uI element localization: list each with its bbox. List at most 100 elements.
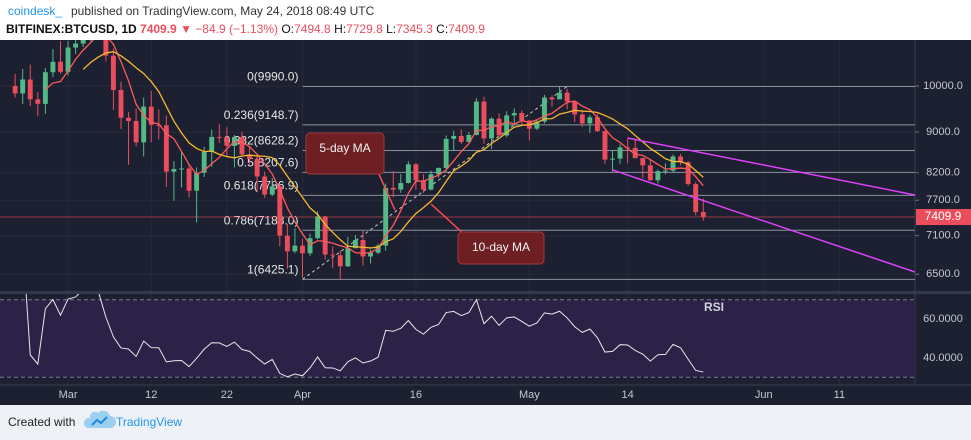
y-tick-label: 6500.0 xyxy=(926,268,960,280)
fib-label: 0(9990.0) xyxy=(247,70,298,84)
candle-body xyxy=(511,113,517,116)
moving-average xyxy=(82,51,704,249)
candle-body xyxy=(50,61,56,73)
x-tick-label: 16 xyxy=(410,389,422,401)
candle-body xyxy=(12,86,18,94)
candle-body xyxy=(20,79,26,94)
axes: Mar 12 22 Apr 16 May 14 Jun 11 10000.0 9000.0 8200.… xyxy=(59,80,971,401)
rsi-line xyxy=(25,294,704,378)
candle-body xyxy=(572,101,578,115)
ohlc-value: 7409.9 xyxy=(448,22,485,36)
candle-body xyxy=(262,176,268,195)
candle-body xyxy=(156,124,162,126)
candle-body xyxy=(647,165,653,181)
ohlc-key: L: xyxy=(386,22,396,36)
author[interactable]: coindesk_ xyxy=(8,4,62,18)
candle-body xyxy=(504,115,510,136)
x-tick-label: 11 xyxy=(834,389,845,401)
candle-body xyxy=(239,136,245,155)
price-pane: 0(9990.0)0.236(9148.7)0.382(8628.2)0.5(8… xyxy=(0,40,915,280)
candle-body xyxy=(405,164,411,183)
trendline xyxy=(612,169,915,273)
candle-body xyxy=(436,167,442,175)
candle-body xyxy=(594,117,600,132)
x-tick-label: 12 xyxy=(145,389,157,401)
ohlc-value: 7345.3 xyxy=(396,22,433,36)
candle-body xyxy=(662,170,668,172)
rsi-pane xyxy=(0,294,915,378)
annotation-arrow xyxy=(430,203,467,237)
candle-body xyxy=(564,92,570,102)
moving-average xyxy=(44,40,704,254)
candle-body xyxy=(368,252,373,257)
rsi-tick-label: 40.0000 xyxy=(923,352,963,364)
y-tick-label: 8200.0 xyxy=(926,167,960,179)
candle-body xyxy=(330,254,336,256)
candle-body xyxy=(655,171,661,181)
ohlc-key: C: xyxy=(436,22,448,36)
candle-body xyxy=(284,235,290,252)
tradingview-logo[interactable] xyxy=(83,410,116,428)
ohlc-key: H: xyxy=(334,22,346,36)
candle-body xyxy=(307,238,313,254)
candle-body xyxy=(186,168,192,191)
rsi-band-fill xyxy=(0,299,915,378)
candle-body xyxy=(413,164,419,181)
footer-brand[interactable]: TradingView xyxy=(116,415,182,429)
candle-body xyxy=(360,240,366,257)
y-tick-label: 7700.0 xyxy=(926,194,960,206)
last-price-tag xyxy=(916,209,971,226)
annotation-5-day: 5-day MA xyxy=(305,132,396,211)
candle-body xyxy=(496,118,502,136)
x-tick-label: Mar xyxy=(59,389,78,401)
candle-body xyxy=(315,216,321,239)
candle-body xyxy=(458,135,464,142)
candle-body xyxy=(352,240,358,249)
candle-body xyxy=(201,151,207,173)
candle-body xyxy=(617,147,623,159)
candle-body xyxy=(428,174,434,190)
candle-body xyxy=(519,113,525,121)
candle-body xyxy=(126,117,132,122)
candle-body xyxy=(383,187,389,246)
candle-body xyxy=(610,158,615,160)
candle-body xyxy=(557,92,563,100)
candle-body xyxy=(73,43,79,48)
candle-body xyxy=(110,55,116,90)
candle-body xyxy=(171,169,177,172)
candle-body xyxy=(625,147,631,149)
last-price: 7409.9 xyxy=(140,22,177,36)
candle-body xyxy=(337,255,343,267)
candle-body xyxy=(277,186,283,236)
y-tick-label: 7100.0 xyxy=(926,230,960,242)
price-change: ▼ −84.9 (−1.13%) xyxy=(180,22,278,36)
candle-body xyxy=(58,61,63,72)
logo-line xyxy=(91,416,108,426)
candle-body xyxy=(300,245,305,254)
candle-body xyxy=(678,156,684,163)
candle-body xyxy=(269,186,275,195)
candle-body xyxy=(209,136,215,152)
candle-body xyxy=(35,99,41,104)
candle-body xyxy=(148,106,154,125)
candle-body xyxy=(579,114,585,124)
x-tick-label: 14 xyxy=(622,389,634,401)
candle-body xyxy=(466,134,472,142)
fib-label: 0.236(9148.7) xyxy=(224,108,299,122)
candle-body xyxy=(602,131,608,160)
candle-body xyxy=(179,168,184,170)
candle-body xyxy=(451,135,457,139)
candle-body xyxy=(133,121,139,143)
x-tick-label: 22 xyxy=(221,389,233,401)
fib-label: 0.5(8207.6) xyxy=(237,156,298,170)
candle-body xyxy=(489,118,494,139)
footer-created: Created with xyxy=(8,415,75,429)
candle-body xyxy=(247,154,253,160)
candle-body xyxy=(481,101,487,139)
candle-body xyxy=(473,101,479,135)
candle-body xyxy=(194,172,200,191)
ohlc-key: O: xyxy=(281,22,294,36)
symbol-line: BITFINEX:BTCUSD, 1D 7409.9 ▼ −84.9 (−1.1… xyxy=(6,22,485,36)
y-tick-label: 10000.0 xyxy=(923,80,963,92)
